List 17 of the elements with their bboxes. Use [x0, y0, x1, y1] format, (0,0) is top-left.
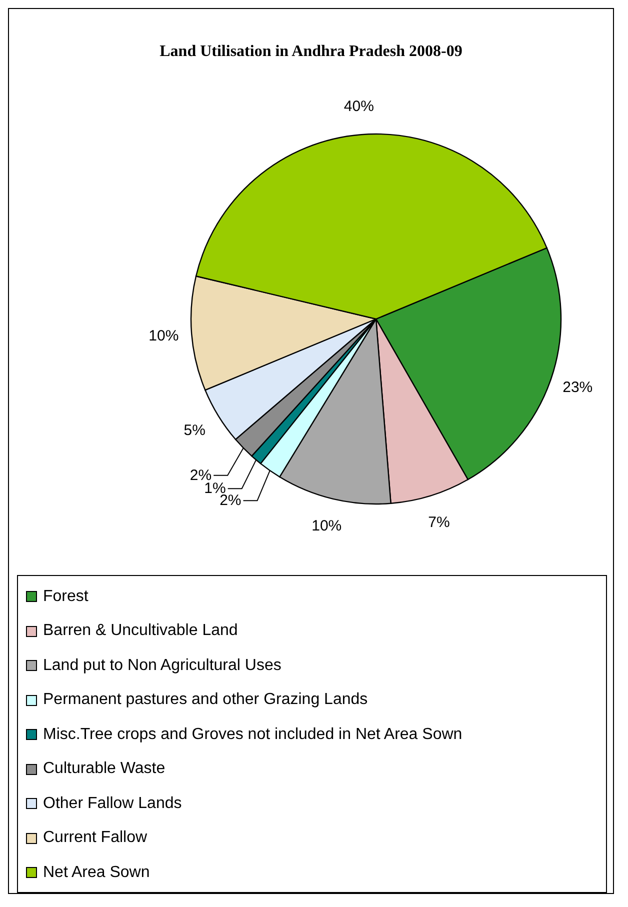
- legend-label: Other Fallow Lands: [43, 794, 182, 814]
- data-label: 5%: [184, 422, 206, 440]
- data-label: 10%: [312, 518, 342, 535]
- data-label: 23%: [562, 379, 593, 396]
- legend-label: Culturable Waste: [43, 759, 166, 779]
- legend-label: Misc.Tree crops and Groves not included in Net Area Sown: [43, 724, 462, 744]
- legend-label: Forest: [43, 586, 88, 606]
- chart-title: Land Utilisation in Andhra Pradesh 2008-09: [158, 43, 464, 61]
- legend-label: Barren & Uncultivable Land: [43, 621, 238, 641]
- legend-label: Current Fallow: [43, 828, 148, 848]
- legend-label: Land put to Non Agricultural Uses: [43, 656, 282, 676]
- legend-label: Permanent pastures and other Grazing Lands: [43, 690, 368, 710]
- data-label: 40%: [344, 98, 374, 116]
- data-label: 10%: [148, 328, 179, 345]
- legend-label: Net Area Sown: [43, 862, 150, 882]
- data-label: 7%: [428, 514, 450, 531]
- data-label: 2%: [190, 466, 212, 484]
